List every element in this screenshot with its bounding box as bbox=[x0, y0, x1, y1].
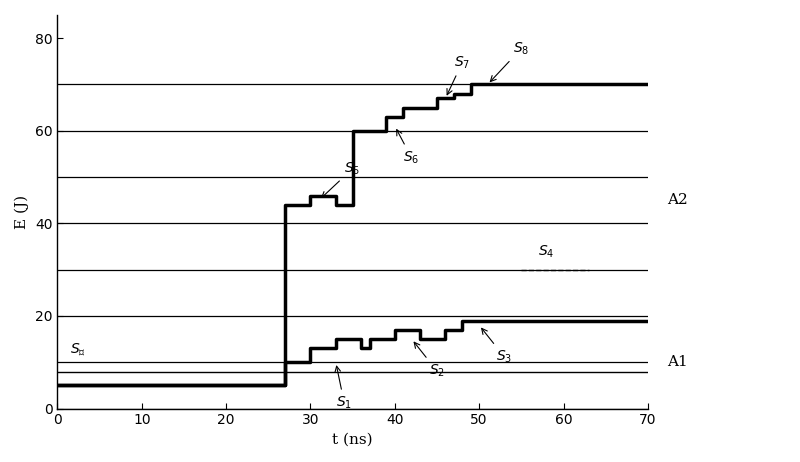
Text: $S_5$: $S_5$ bbox=[322, 161, 361, 197]
X-axis label: t (ns): t (ns) bbox=[332, 433, 373, 447]
Text: $S_1$: $S_1$ bbox=[335, 366, 352, 411]
Text: $S_4$: $S_4$ bbox=[538, 244, 554, 261]
Text: $S_6$: $S_6$ bbox=[397, 130, 419, 166]
Text: $S_8$: $S_8$ bbox=[490, 40, 530, 81]
Text: $S_7$: $S_7$ bbox=[447, 54, 470, 95]
Y-axis label: E (J): E (J) bbox=[15, 195, 30, 229]
Text: $S_{进}$: $S_{进}$ bbox=[70, 341, 86, 358]
Text: A1: A1 bbox=[667, 355, 688, 369]
Text: $S_2$: $S_2$ bbox=[414, 342, 445, 379]
Text: $S_3$: $S_3$ bbox=[482, 328, 512, 365]
Text: A2: A2 bbox=[667, 193, 688, 207]
